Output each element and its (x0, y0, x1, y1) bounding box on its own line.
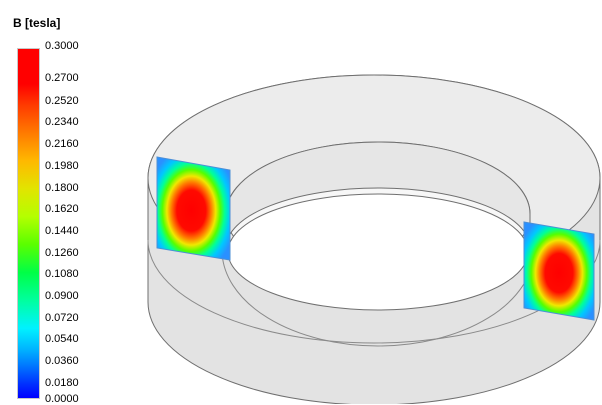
field-cross-section-left[interactable] (156, 156, 231, 261)
legend-tick-12: 0.0720 (45, 312, 79, 324)
torus-inner-contour (221, 249, 535, 347)
torus-scene[interactable] (92, 0, 602, 404)
colorbar (17, 48, 40, 399)
legend-tick-10: 0.1080 (45, 268, 79, 280)
field-cross-section-right[interactable] (523, 221, 595, 321)
legend-tick-14: 0.0360 (45, 355, 79, 367)
legend-tick-1: 0.2700 (45, 72, 79, 84)
legend-tick-5: 0.1980 (45, 160, 79, 172)
legend-tick-9: 0.1260 (45, 247, 79, 259)
legend-tick-13: 0.0540 (45, 333, 79, 345)
legend-tick-4: 0.2160 (45, 138, 79, 150)
legend-tick-6: 0.1800 (45, 182, 79, 194)
color-legend: B [tesla] 0.3000 0.2700 0.2520 0.2340 0.… (0, 0, 92, 405)
legend-tick-3: 0.2340 (45, 116, 79, 128)
legend-tick-8: 0.1440 (45, 225, 79, 237)
legend-tick-0: 0.3000 (45, 40, 79, 52)
legend-tick-7: 0.1620 (45, 203, 79, 215)
legend-title: B [tesla] (13, 16, 61, 30)
legend-tick-16: 0.0000 (45, 393, 79, 405)
legend-tick-15: 0.0180 (45, 377, 79, 389)
legend-tick-2: 0.2520 (45, 95, 79, 107)
legend-tick-11: 0.0900 (45, 290, 79, 302)
torus-hole (227, 193, 529, 311)
